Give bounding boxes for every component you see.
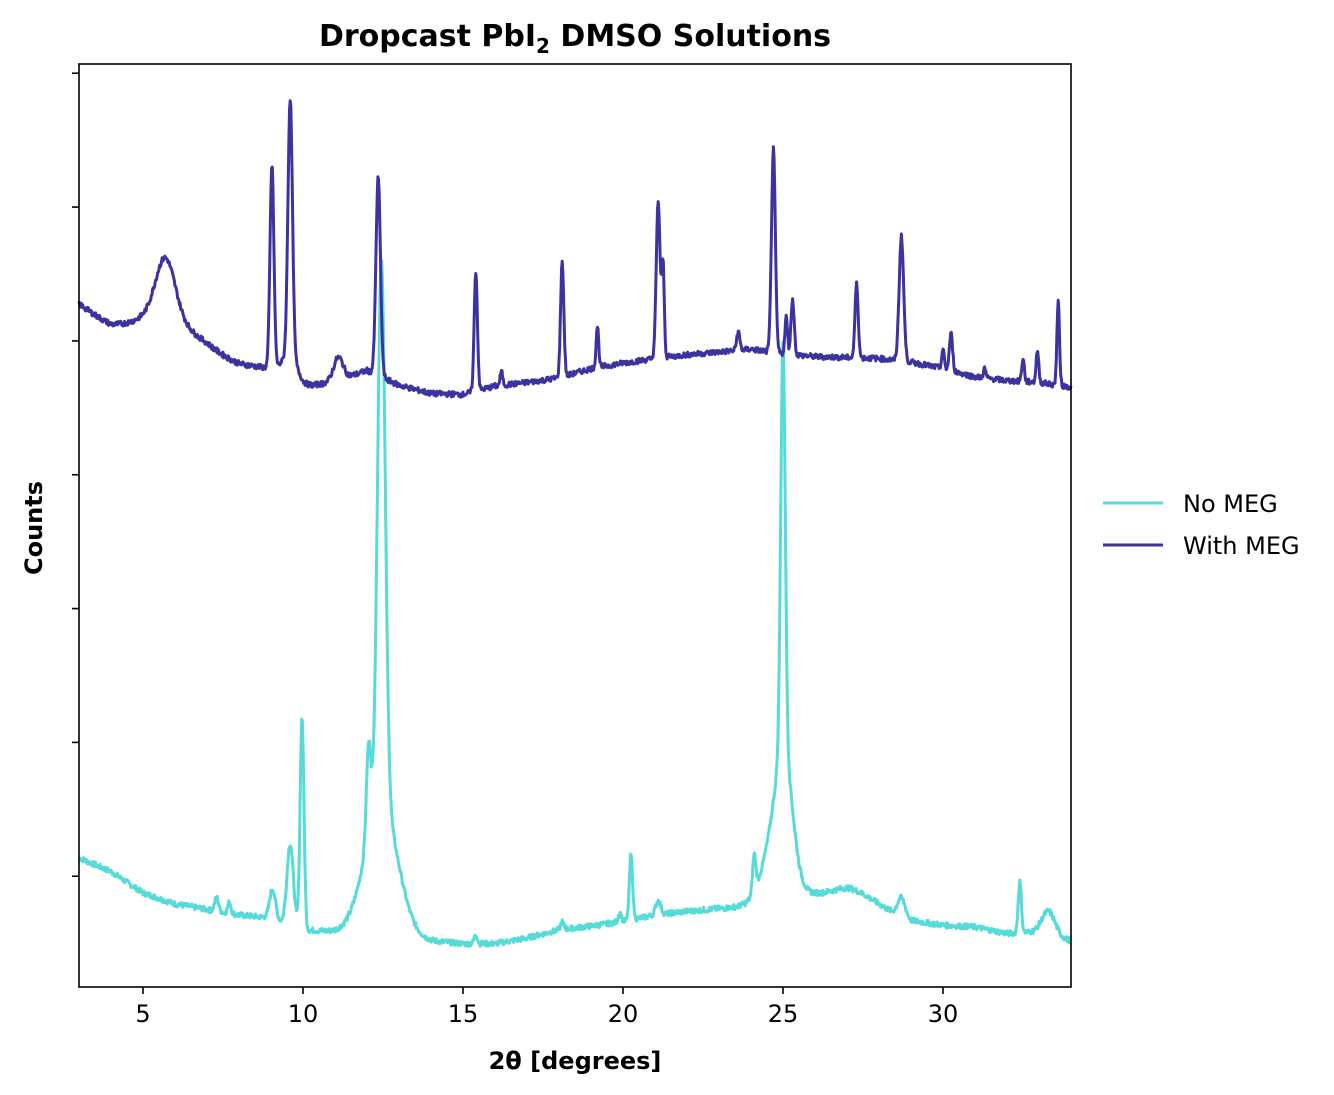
series-layer	[77, 99, 1073, 948]
x-tick-label: 30	[928, 1000, 959, 1028]
y-axis-label: Counts	[20, 481, 48, 575]
chart-title: Dropcast PbI2 DMSO Solutions	[319, 19, 831, 58]
legend: No MEG With MEG	[1103, 490, 1300, 560]
x-axis-label: 2θ [degrees]	[489, 1047, 662, 1075]
x-axis-ticks: 5 10 15 20 25 30	[135, 987, 958, 1028]
x-tick-label: 15	[448, 1000, 479, 1028]
plot-frame	[78, 63, 1072, 988]
series-with-meg-line	[77, 99, 1073, 399]
chart-title-main: Dropcast PbI	[319, 19, 536, 54]
x-tick-label: 5	[135, 1000, 150, 1028]
x-tick-label: 20	[608, 1000, 639, 1028]
y-axis-ticks	[72, 72, 79, 878]
x-tick-label: 25	[768, 1000, 799, 1028]
chart-title-subscript: 2	[536, 34, 550, 58]
series-no-meg-line	[78, 259, 1072, 948]
x-tick-label: 10	[288, 1000, 319, 1028]
legend-label-with-meg: With MEG	[1183, 532, 1300, 560]
chart-title-suffix: DMSO Solutions	[550, 19, 831, 54]
legend-label-no-meg: No MEG	[1183, 490, 1278, 518]
